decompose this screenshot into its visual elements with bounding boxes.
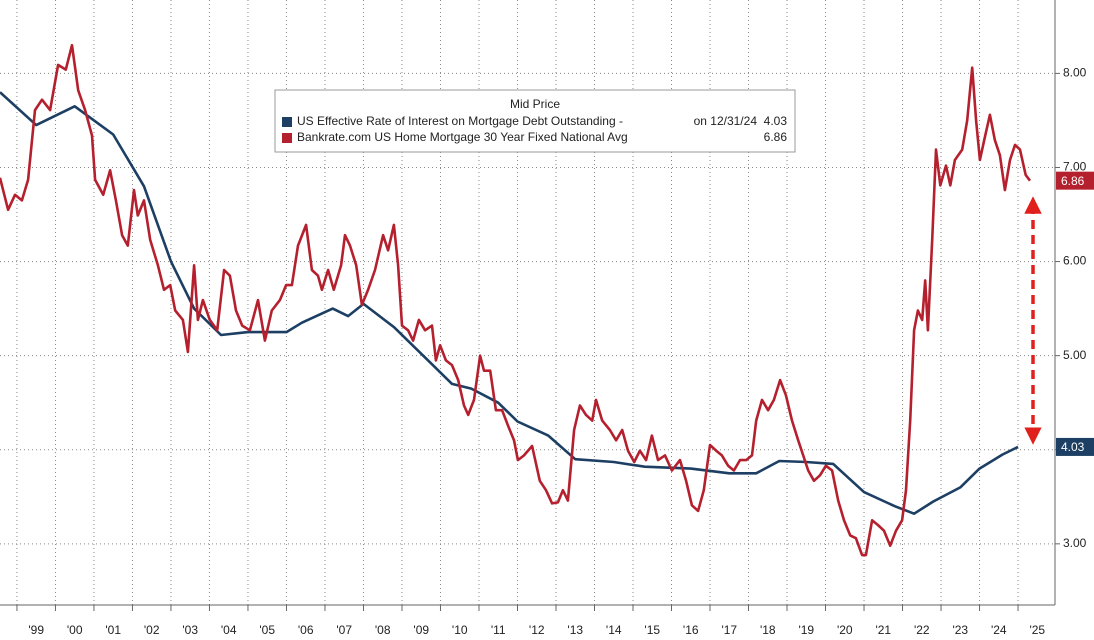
y-tick-label: 6.00 [1063, 254, 1087, 268]
series-line [0, 43, 1032, 557]
series-line [0, 91, 1019, 515]
legend-box [274, 89, 796, 153]
legend-value: 6.86 [764, 130, 788, 144]
x-tick-label: '06 [298, 623, 314, 637]
x-tick-label: '22 [914, 623, 930, 637]
y-tick-label: 5.00 [1063, 348, 1087, 362]
x-tick-label: '99 [28, 623, 44, 637]
y-tick-label: 8.00 [1063, 66, 1087, 80]
x-tick-label: '21 [875, 623, 891, 637]
x-tick-label: '00 [67, 623, 83, 637]
legend-label: Bankrate.com US Home Mortgage 30 Year Fi… [297, 130, 628, 144]
x-tick-label: '19 [798, 623, 814, 637]
x-tick-label: '23 [952, 623, 968, 637]
x-tick-label: '25 [1029, 623, 1045, 637]
legend-note: on 12/31/24 [694, 114, 758, 128]
x-tick-label: '15 [644, 623, 660, 637]
x-tick-label: '11 [491, 623, 506, 637]
last-value-label: 4.03 [1061, 440, 1085, 454]
x-tick-label: '03 [182, 623, 198, 637]
legend-label: US Effective Rate of Interest on Mortgag… [297, 114, 623, 128]
x-tick-label: '07 [336, 623, 352, 637]
x-tick-label: '08 [375, 623, 391, 637]
x-tick-label: '14 [606, 623, 622, 637]
x-tick-label: '01 [105, 623, 121, 637]
legend-swatch [282, 117, 292, 127]
legend-swatch [282, 133, 292, 143]
x-tick-label: '24 [991, 623, 1007, 637]
x-tick-label: '17 [721, 623, 737, 637]
last-value-tag [1056, 171, 1094, 190]
legend: Mid Price US Effective Rate of Interest … [274, 89, 796, 153]
legend-value: 4.03 [764, 114, 788, 128]
x-tick-label: '05 [259, 623, 275, 637]
y-tick-label: 3.00 [1063, 536, 1087, 550]
x-tick-label: '04 [221, 623, 237, 637]
x-tick-label: '12 [529, 623, 545, 637]
x-tick-label: '20 [837, 623, 853, 637]
last-value-tag [1056, 437, 1094, 456]
x-tick-label: '10 [452, 623, 468, 637]
last-value-label: 6.86 [1061, 174, 1085, 188]
x-tick-label: '02 [144, 623, 160, 637]
x-tick-label: '16 [683, 623, 699, 637]
x-tick-label: '09 [413, 623, 429, 637]
y-tick-label: 7.00 [1063, 160, 1087, 174]
legend-title: Mid Price [510, 97, 560, 111]
x-tick-label: '18 [760, 623, 776, 637]
x-tick-label: '13 [567, 623, 583, 637]
